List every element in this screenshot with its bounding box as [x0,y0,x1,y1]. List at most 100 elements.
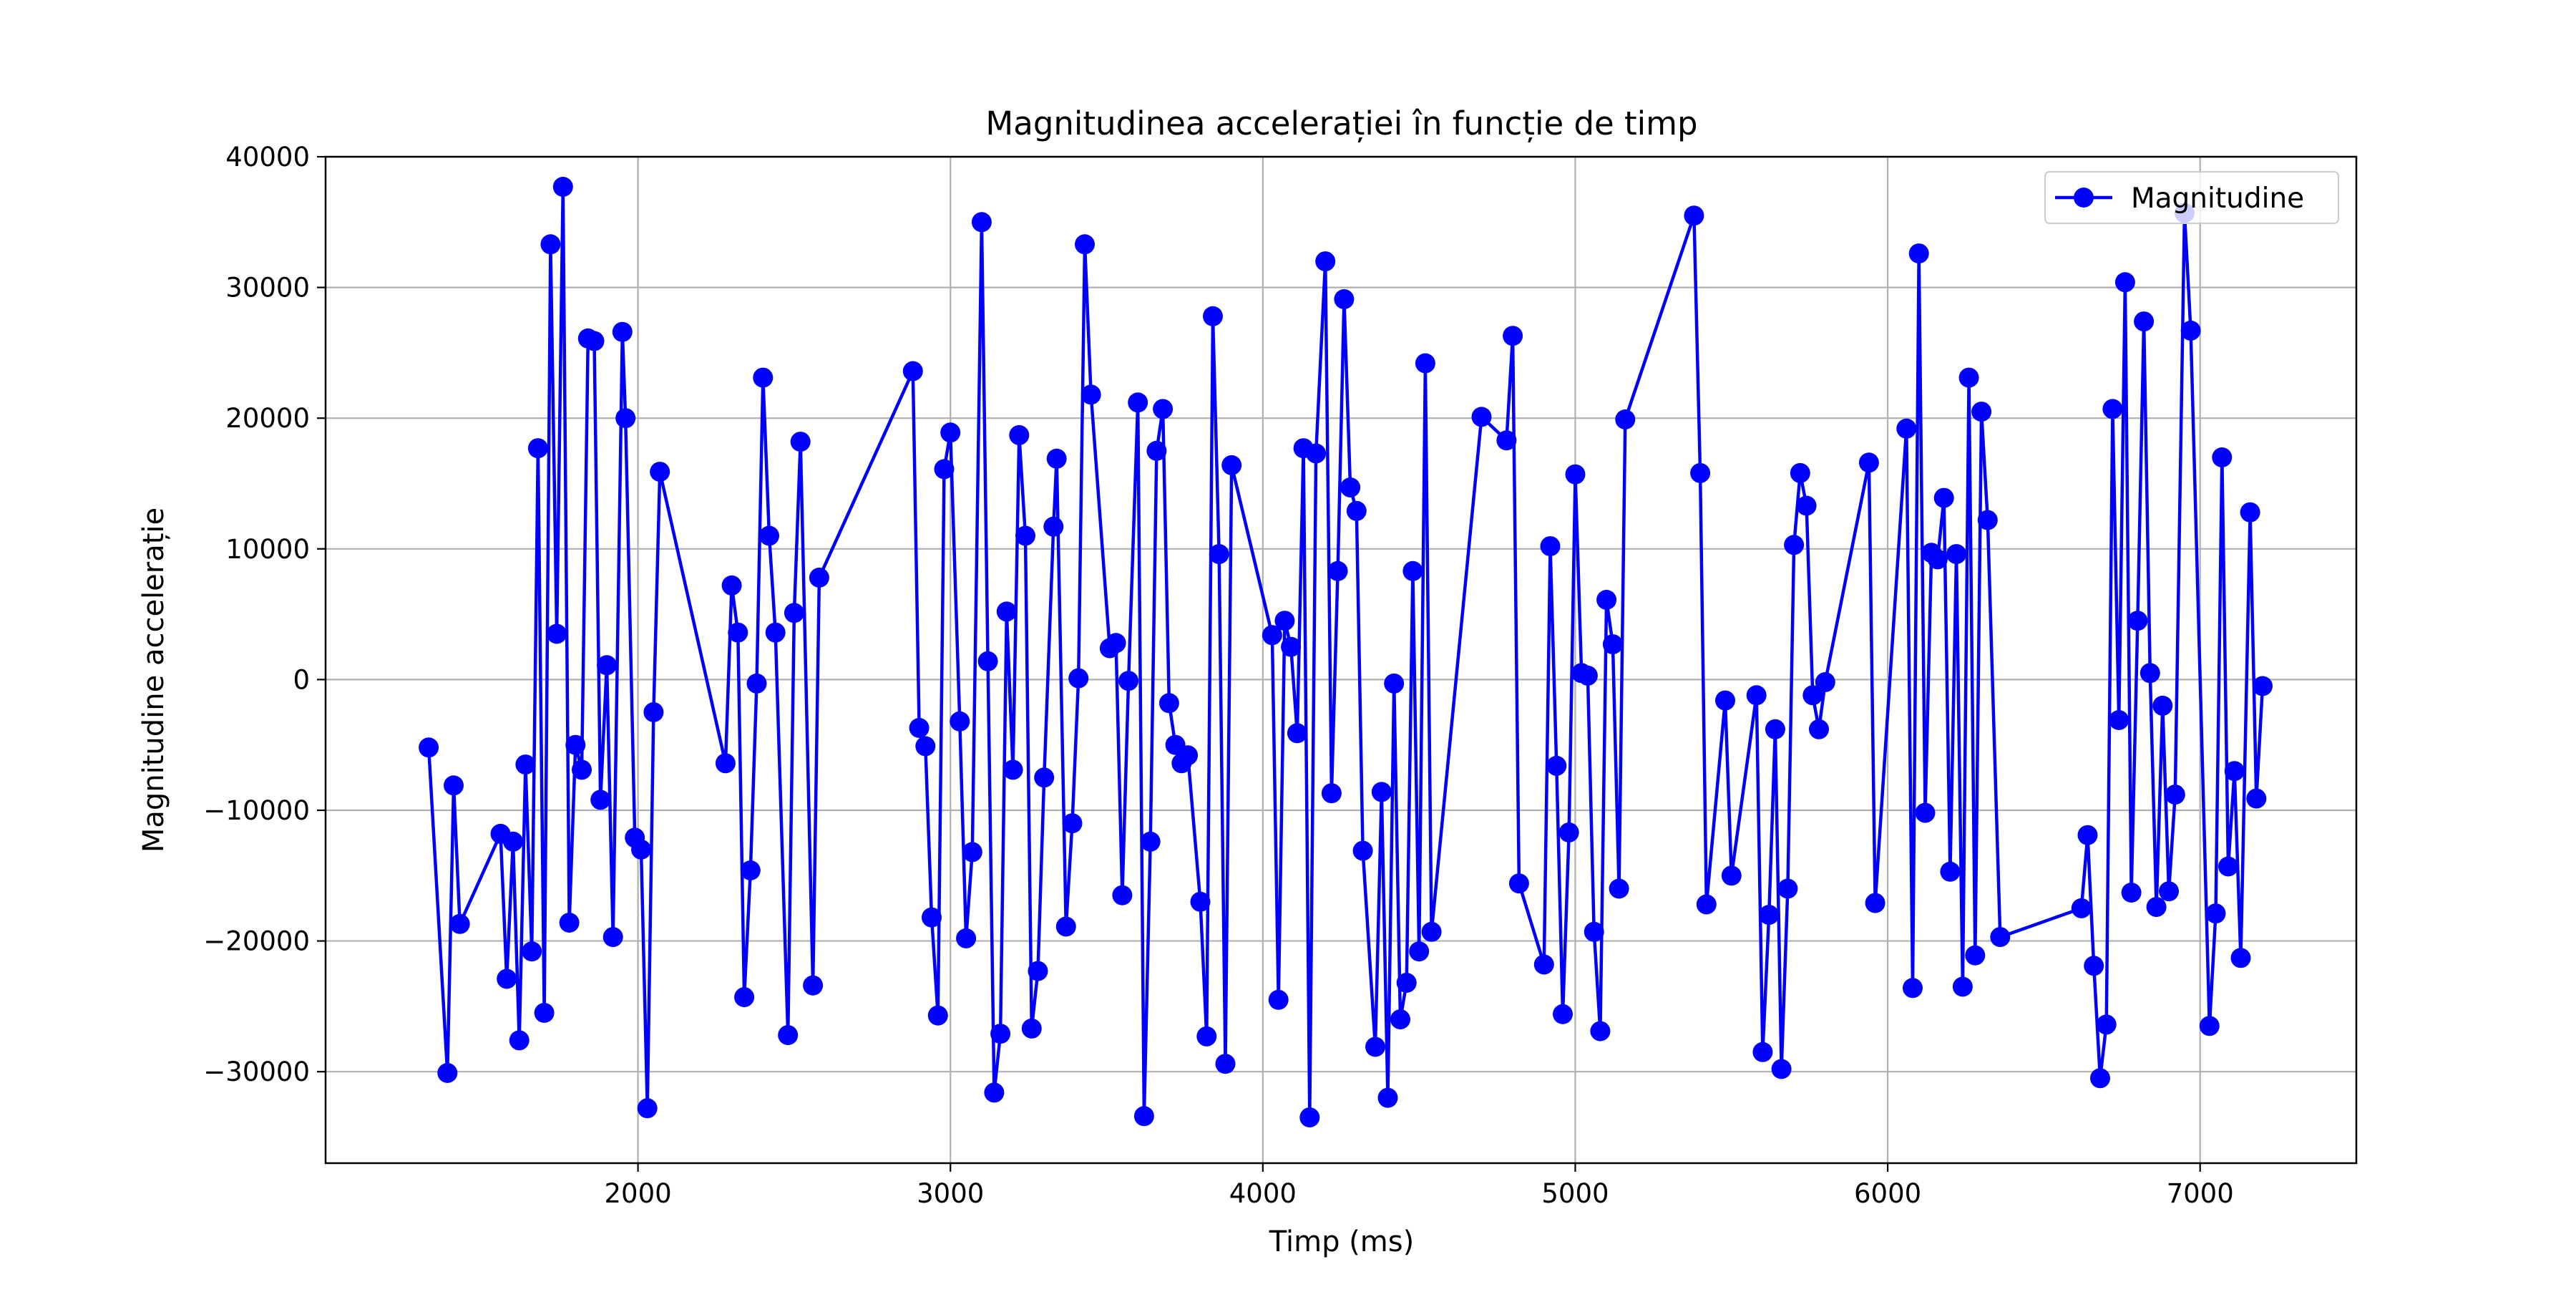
data-point [1590,1021,1611,1041]
data-point [1933,487,1954,508]
data-point [1952,976,1973,997]
data-point [1365,1036,1385,1057]
data-point [602,927,623,948]
data-point [1196,1026,1217,1046]
data-point [927,1005,948,1026]
data-point [1133,1106,1154,1127]
data-point [1977,510,1998,530]
data-point [956,928,977,948]
data-point [1221,455,1242,475]
data-point [2180,320,2201,341]
data-point [1971,402,1992,422]
data-point [790,432,811,452]
data-point [497,968,517,989]
y-tick-label: 40000 [225,142,310,173]
data-point [509,1030,530,1051]
data-point [1553,1004,1573,1024]
data-point [1118,671,1139,691]
data-point [1068,668,1089,689]
data-point [2246,788,2267,809]
data-point [1043,516,1064,537]
data-point [1190,891,1211,912]
y-tick-label: −10000 [203,795,310,826]
data-point [803,975,824,996]
y-tick-label: −20000 [203,926,310,957]
data-point [1028,961,1048,981]
data-point [1327,560,1348,581]
data-point [1540,536,1561,557]
data-point [1533,954,1554,975]
data-point [1384,673,1405,694]
data-point [1262,625,1282,646]
data-point [2146,897,2167,918]
y-axis-label: Magnitudine accelerație [137,507,170,853]
x-tick-label: 3000 [917,1178,984,1209]
data-point [1055,916,1076,937]
data-point [547,623,567,644]
data-point [1903,978,1923,999]
data-point [1274,611,1295,631]
data-point [590,790,611,810]
data-point [1815,672,1835,692]
data-point [1946,544,1967,565]
data-point [962,842,982,863]
data-point [740,860,761,880]
data-point [1396,973,1417,993]
data-point [1965,945,1986,966]
data-point [637,1098,658,1119]
data-point [2077,825,2098,845]
data-point [1584,921,1604,942]
data-point [753,367,774,388]
data-point [1371,782,1392,802]
data-point [650,462,670,482]
data-point [1471,407,1492,427]
data-point [1609,878,1629,899]
data-point [990,1024,1011,1044]
legend-marker [2074,188,2094,208]
data-point [1503,326,1523,346]
data-point [2071,898,2092,918]
data-point [2199,1016,2220,1036]
data-point [1421,921,1442,942]
data-point [2240,502,2260,523]
data-point [1315,251,1336,272]
data-point [1759,905,1780,926]
x-tick-label: 4000 [1229,1178,1297,1209]
data-point [1577,665,1598,686]
data-point [1908,243,1929,264]
data-point [572,759,592,780]
data-point [1409,941,1430,962]
data-point [1990,927,2011,948]
y-tick-label: −30000 [203,1057,310,1087]
data-point [1802,685,1823,706]
data-point [1346,500,1367,521]
data-point [565,734,586,755]
data-point [746,673,767,694]
data-point [1034,767,1055,788]
data-point [1306,443,1327,464]
data-point [419,737,439,758]
plot-frame [324,155,2358,1165]
data-point [527,438,548,459]
data-point [922,907,942,928]
data-point [631,839,651,860]
data-point [1596,590,1617,610]
data-point [1287,723,1307,744]
data-point [2205,903,2226,924]
data-point [2230,948,2251,968]
data-point [1865,893,1885,913]
data-point [1140,831,1161,852]
data-point [1153,399,1174,419]
data-point [2096,1014,2117,1035]
data-point [2218,856,2238,877]
data-point [977,651,998,671]
data-point [1796,495,1817,516]
data-point [584,331,605,351]
data-point [1715,690,1735,711]
data-point [2114,272,2135,293]
data-point [1927,549,1948,570]
data-point [1002,759,1023,780]
chart-title: Magnitudinea accelerației în funcție de … [985,105,1697,142]
